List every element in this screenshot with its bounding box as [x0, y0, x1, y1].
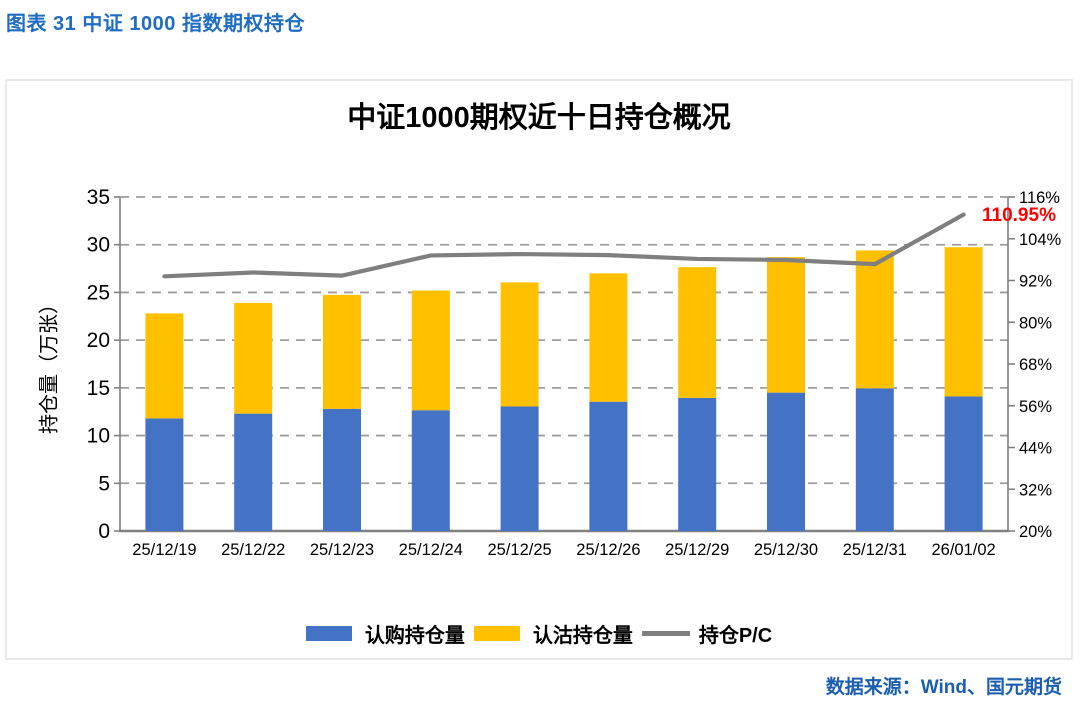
right-axis-tick-label: 116%	[1019, 189, 1060, 207]
bar-put-segment	[145, 313, 184, 419]
left-axis-tick-label: 25	[87, 281, 110, 304]
chart-title: 中证1000期权近十日持仓概况	[347, 102, 731, 134]
legend-swatch-pc-line	[641, 631, 690, 636]
bar-put-segment	[323, 294, 361, 409]
x-axis-label: 25/12/25	[487, 541, 551, 559]
right-axis-tick-label: 32%	[1019, 481, 1052, 499]
right-axis-tick-label: 56%	[1019, 398, 1052, 416]
chart-plot: 0 5 10 15 20 25 30 35 20% 32% 44% 56% 68% 80% 92% 104% 1…	[87, 186, 1062, 559]
bar-put-segment	[944, 247, 983, 397]
bar-call-segment	[589, 401, 628, 531]
bar-call-segment	[678, 397, 717, 531]
left-axis-tick-label: 30	[87, 234, 110, 257]
bar-call-segment	[500, 406, 539, 531]
right-axis-tick-label: 92%	[1019, 273, 1052, 291]
chart-container: 中证1000期权近十日持仓概况 持仓量（万张） 0 5 10 15 20 25 30 35 20…	[5, 79, 1073, 660]
bar-call-segment	[855, 388, 894, 531]
bar-call-segment	[944, 396, 983, 531]
left-axis-tick-label: 10	[87, 425, 110, 448]
bar-call-segment	[411, 410, 450, 531]
left-axis-tick-label: 35	[87, 186, 110, 209]
pc-ratio-annotation: 110.95%	[982, 205, 1056, 226]
x-axis-label: 25/12/30	[754, 541, 818, 559]
x-axis-label: 25/12/22	[221, 541, 285, 559]
right-axis-tick-label: 44%	[1019, 440, 1052, 458]
right-axis-tick-label: 20%	[1019, 523, 1052, 541]
left-axis-tick-label: 20	[87, 329, 110, 352]
data-source: 数据来源：Wind、国元期货	[825, 677, 1062, 698]
bar-put-segment	[678, 267, 717, 398]
pc-ratio-line	[162, 212, 966, 279]
bar-put-segment	[234, 302, 273, 414]
bar-put-segment	[500, 282, 539, 407]
right-axis-tick-label: 68%	[1019, 356, 1052, 374]
right-axis-tick-label: 80%	[1019, 314, 1052, 332]
x-axis-label: 25/12/19	[132, 541, 196, 559]
left-axis-tick-label: 15	[87, 377, 110, 400]
x-axis-label: 25/12/26	[576, 541, 640, 559]
x-axis-label: 25/12/31	[843, 541, 907, 559]
chart-legend: 认购持仓量 认沽持仓量 持仓P/C	[7, 619, 1071, 648]
bar-put-segment	[767, 257, 805, 393]
legend-label-put: 认沽持仓量	[532, 625, 633, 647]
bar-call-segment	[145, 418, 184, 531]
left-axis-tick-label: 5	[98, 472, 110, 495]
x-axis-label: 25/12/29	[665, 541, 729, 559]
legend-label-pc: 持仓P/C	[698, 625, 773, 647]
legend-swatch-put	[473, 626, 520, 641]
figure-caption: 图表 31 中证 1000 指数期权持仓	[6, 13, 305, 35]
bar-call-segment	[323, 408, 361, 531]
x-axis-label: 25/12/23	[310, 541, 374, 559]
bar-call-segment	[234, 413, 273, 531]
x-axis-label: 26/01/02	[931, 541, 995, 559]
bar-call-segment	[767, 392, 805, 531]
right-axis-tick-label: 104%	[1019, 231, 1062, 249]
left-axis-tick-label: 0	[98, 520, 110, 543]
legend-label-call: 认购持仓量	[364, 625, 465, 647]
x-axis-label: 25/12/24	[399, 541, 463, 559]
legend-swatch-call	[305, 626, 352, 641]
bar-put-segment	[855, 250, 894, 389]
bar-put-segment	[411, 290, 450, 411]
bar-put-segment	[589, 273, 628, 402]
